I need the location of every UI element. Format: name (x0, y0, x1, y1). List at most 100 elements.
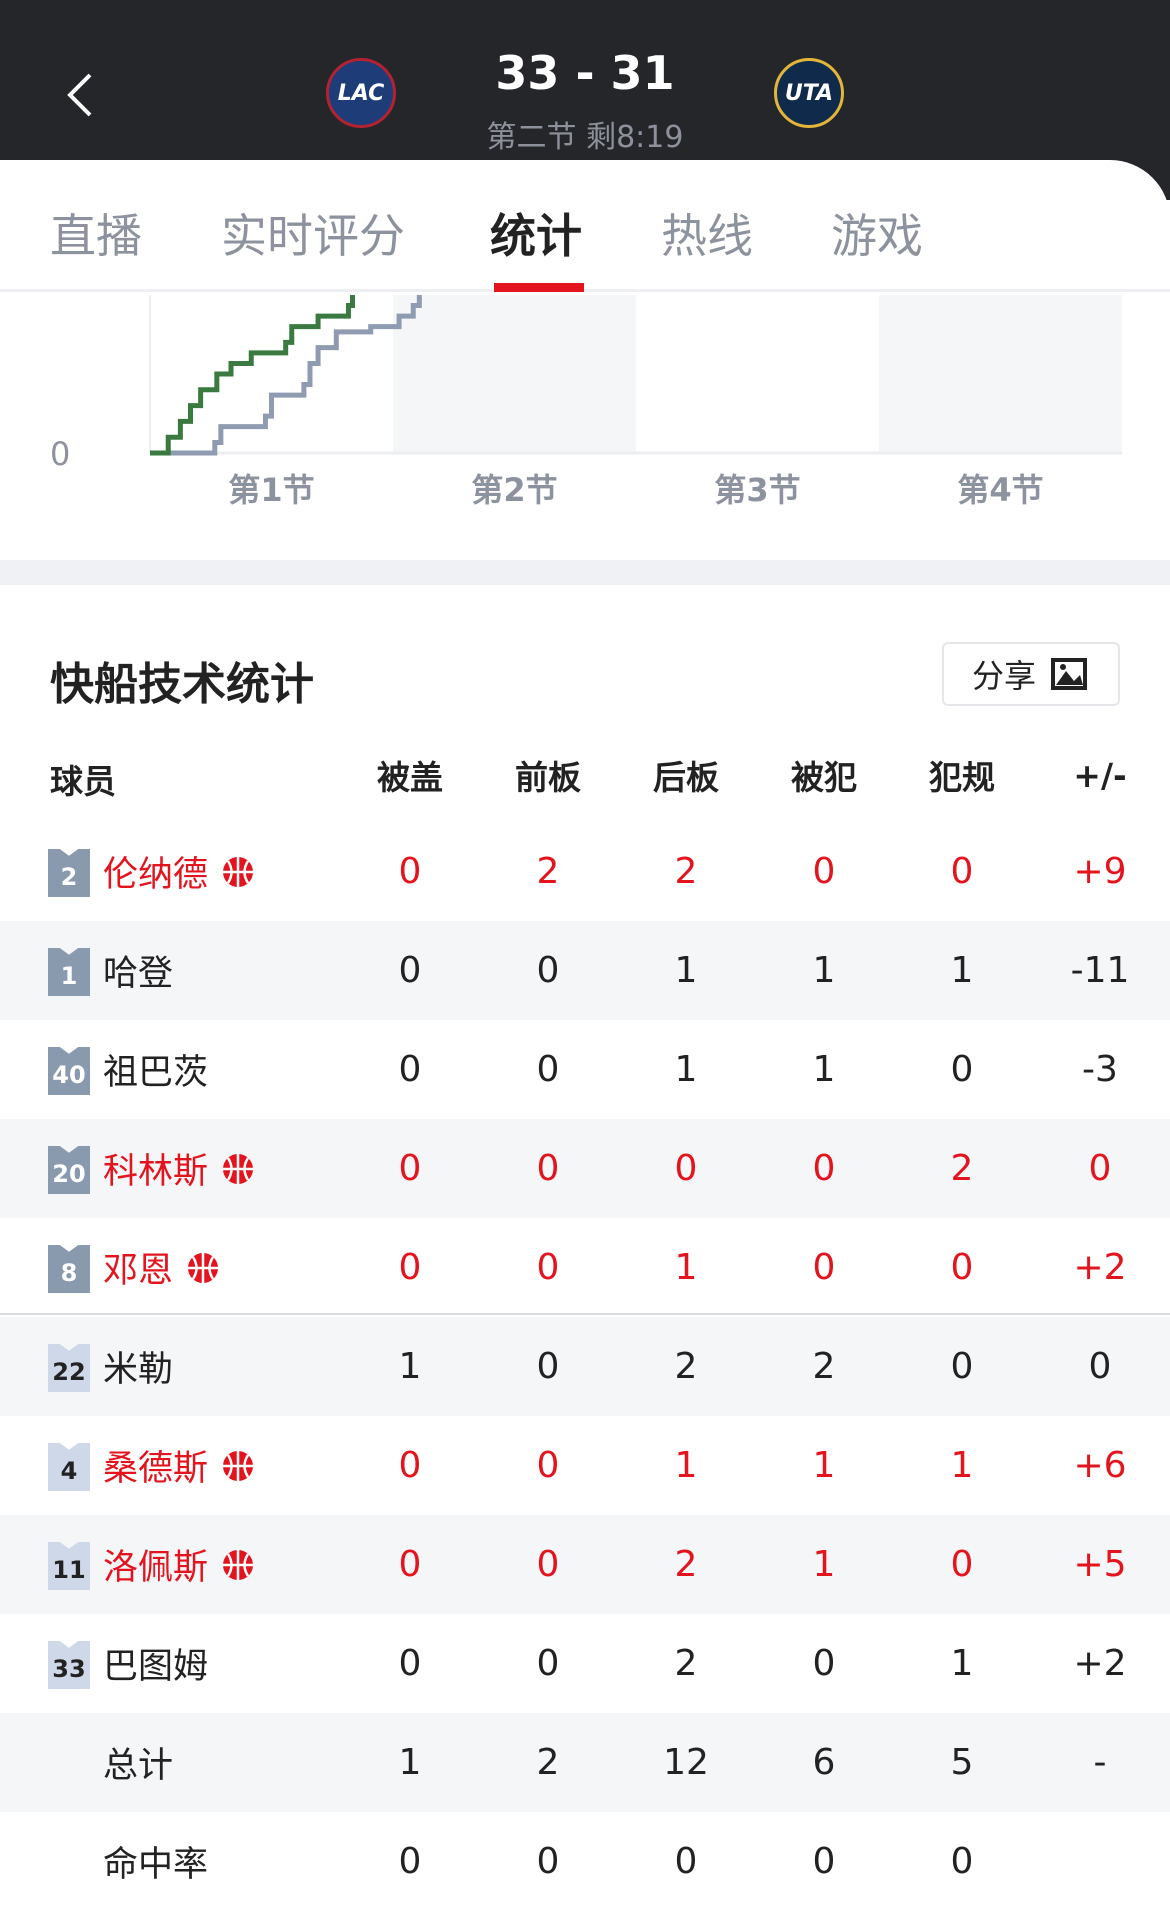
column-header[interactable]: 前板 (515, 758, 581, 797)
tab-live[interactable]: 直播 (50, 209, 142, 263)
player-name-cell[interactable]: 哈登 (103, 921, 173, 1020)
stat-value: 0 (812, 1247, 836, 1288)
home-team-logo[interactable]: LAC (326, 58, 396, 128)
player-name: 祖巴茨 (103, 1053, 209, 1093)
active-tab-indicator (494, 283, 584, 292)
section-separator (0, 560, 1170, 585)
stat-value: 2 (674, 1346, 698, 1387)
section-title: 快船技术统计 (50, 659, 314, 710)
player-name: 桑德斯 (103, 1449, 209, 1489)
stat-value: 0 (1088, 1346, 1112, 1387)
stat-value: 0 (674, 1841, 698, 1882)
column-header[interactable]: 被盖 (377, 758, 443, 797)
player-row[interactable]: 22 米勒 1 0 2 2 0 0 (0, 1317, 1170, 1416)
stat-value: 1 (398, 1346, 422, 1387)
stat-value: 2 (674, 1544, 698, 1585)
column-header[interactable]: +/- (1073, 755, 1127, 795)
score-line-series-2 (150, 295, 422, 456)
stat-value: 0 (950, 1841, 974, 1882)
tab-hotline[interactable]: 热线 (661, 209, 753, 263)
player-name: 米勒 (103, 1350, 174, 1390)
column-header[interactable]: 犯规 (929, 758, 995, 797)
stat-value: 1 (950, 1643, 974, 1684)
player-row[interactable]: 4 桑德斯 0 0 1 1 1 +6 (0, 1416, 1170, 1515)
tab-games[interactable]: 游戏 (831, 209, 923, 263)
stat-value: 1 (812, 1445, 836, 1486)
player-name-cell[interactable]: 桑德斯 (103, 1416, 254, 1515)
score: 33 - 31 (495, 46, 675, 100)
jersey-icon: 4 (48, 1443, 90, 1491)
jersey-icon: 1 (48, 948, 90, 996)
x-tick-label: 第2节 (471, 471, 557, 509)
stat-value: -11 (1070, 950, 1130, 991)
player-name-cell[interactable]: 伦纳德 (103, 822, 254, 921)
jersey-icon: 40 (48, 1047, 90, 1095)
player-row[interactable]: 1 哈登 0 0 1 1 1 -11 (0, 921, 1170, 1020)
stat-value: 0 (398, 950, 422, 991)
stat-value: 12 (663, 1742, 709, 1783)
stat-value: 0 (536, 1247, 560, 1288)
player-name-cell[interactable]: 巴图姆 (103, 1614, 208, 1713)
table-header: 球员 被盖 前板 后板 被犯 犯规 +/- (0, 740, 1170, 810)
back-arrow-icon[interactable] (60, 70, 100, 120)
stat-value: 0 (812, 1643, 836, 1684)
player-row[interactable]: 33 巴图姆 0 0 2 0 1 +2 (0, 1614, 1170, 1713)
player-name-cell[interactable]: 祖巴茨 (103, 1020, 208, 1119)
row-label: 总计 (103, 1746, 174, 1786)
score-line-series-1 (150, 295, 355, 456)
column-header[interactable]: 被犯 (791, 758, 857, 797)
stat-value: 2 (812, 1346, 836, 1387)
player-name-cell[interactable]: 科林斯 (103, 1119, 254, 1218)
player-row[interactable]: 11 洛佩斯 0 0 2 1 0 +5 (0, 1515, 1170, 1614)
column-header[interactable]: 后板 (653, 758, 719, 797)
stat-value: 0 (812, 1841, 836, 1882)
stat-value: 0 (950, 1247, 974, 1288)
stat-value: 2 (536, 851, 560, 892)
quarter-band (393, 295, 636, 453)
stat-value: 0 (536, 1841, 560, 1882)
stat-value (1040, 1812, 1160, 1911)
jersey-icon: 11 (48, 1542, 90, 1590)
stat-value: 1 (674, 1445, 698, 1486)
player-name-cell[interactable]: 米勒 (103, 1317, 173, 1416)
row-label: 命中率 (103, 1845, 209, 1885)
stat-value: 0 (398, 1643, 422, 1684)
stat-value: 1 (812, 950, 836, 991)
percentage-row: 命中率 0 0 0 0 0 (0, 1812, 1170, 1911)
on-court-basketball-icon (222, 856, 254, 888)
stat-value: 0 (950, 851, 974, 892)
stat-value: 1 (950, 950, 974, 991)
stat-value: +6 (1073, 1445, 1127, 1486)
player-name-cell[interactable]: 洛佩斯 (103, 1515, 254, 1614)
tab-bar: 直播 实时评分 统计 热线 游戏 (0, 160, 1170, 292)
player-row[interactable]: 40 祖巴茨 0 0 1 1 0 -3 (0, 1020, 1170, 1119)
stat-value: 2 (674, 851, 698, 892)
stat-value: 0 (950, 1544, 974, 1585)
stat-value: 0 (812, 851, 836, 892)
away-team-logo[interactable]: UTA (774, 58, 844, 128)
tab-stats[interactable]: 统计 (490, 209, 582, 263)
share-button[interactable]: 分享 (942, 642, 1120, 706)
player-name: 哈登 (103, 954, 174, 994)
stat-value: 5 (950, 1742, 974, 1783)
player-row[interactable]: 20 科林斯 0 0 0 0 2 0 (0, 1119, 1170, 1218)
tab-ratings[interactable]: 实时评分 (221, 209, 405, 263)
player-name-cell[interactable]: 邓恩 (103, 1218, 219, 1317)
stat-value: 1 (674, 950, 698, 991)
share-label: 分享 (971, 657, 1036, 695)
stat-value: 0 (536, 1544, 560, 1585)
player-name: 洛佩斯 (103, 1548, 209, 1588)
stat-value: 1 (674, 1049, 698, 1090)
stat-value: 0 (950, 1346, 974, 1387)
stat-value: 1 (812, 1049, 836, 1090)
player-name: 科林斯 (103, 1152, 209, 1192)
column-header[interactable]: 球员 (50, 762, 116, 801)
stat-value: +5 (1073, 1544, 1127, 1585)
game-clock: 第二节 剩8:19 (486, 120, 684, 155)
stat-value: 0 (536, 950, 560, 991)
player-row[interactable]: 2 伦纳德 0 2 2 0 0 +9 (0, 822, 1170, 921)
stat-value: 1 (812, 1544, 836, 1585)
stat-value: 0 (398, 851, 422, 892)
player-row[interactable]: 8 邓恩 0 0 1 0 0 +2 (0, 1218, 1170, 1317)
stat-value: 0 (536, 1049, 560, 1090)
